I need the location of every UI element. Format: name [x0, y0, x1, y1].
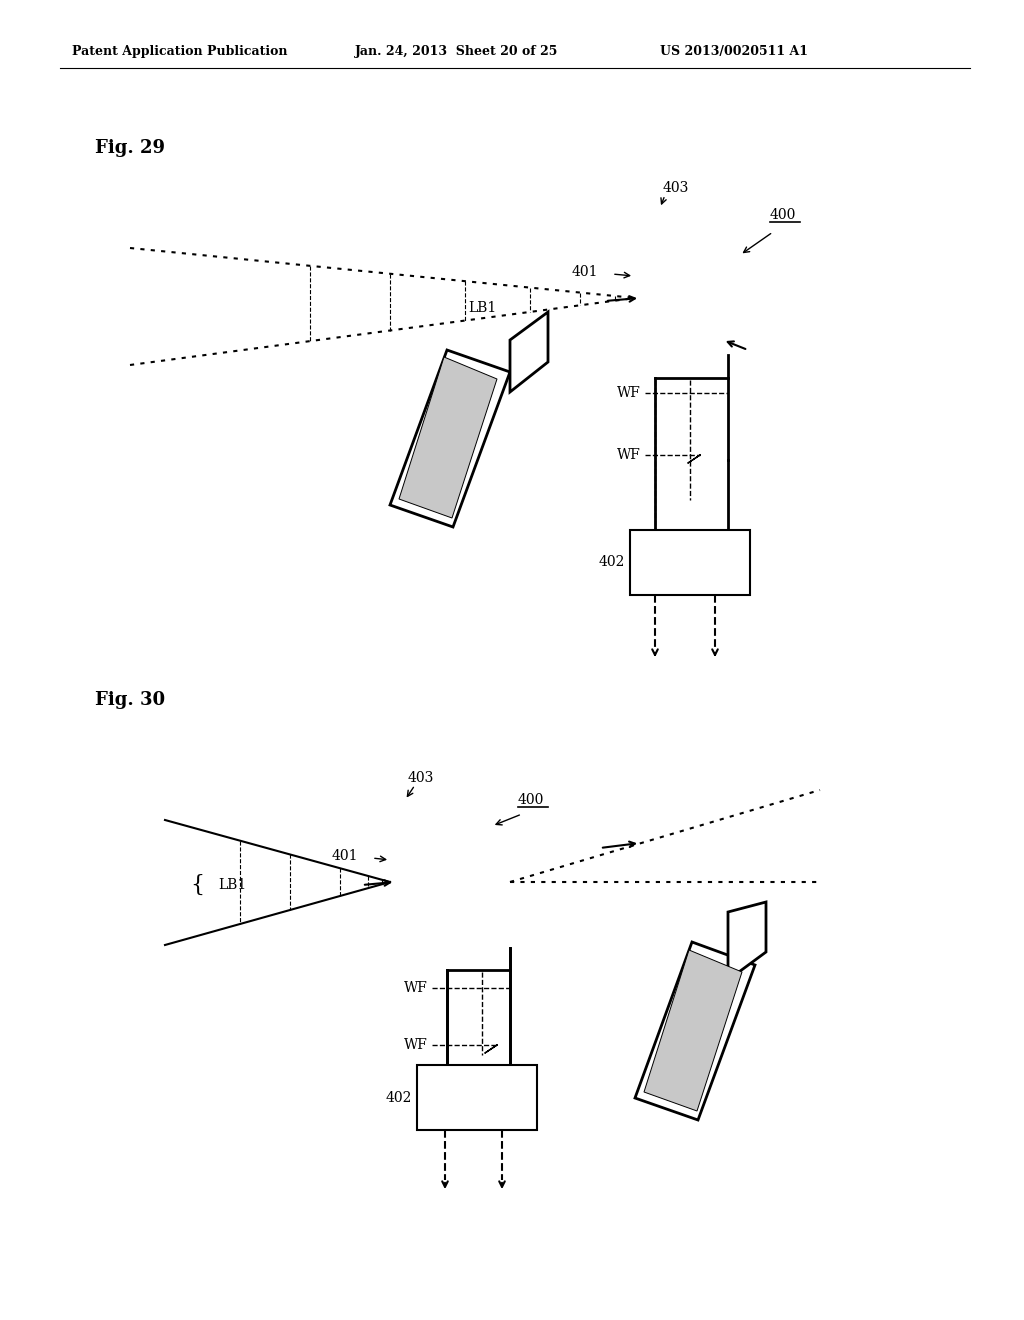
Polygon shape: [635, 942, 755, 1119]
Text: 403: 403: [663, 181, 689, 195]
Text: {: {: [189, 874, 204, 896]
Polygon shape: [399, 356, 497, 517]
Polygon shape: [390, 350, 510, 527]
Bar: [630, 531, 750, 595]
Polygon shape: [510, 312, 548, 392]
Text: 401: 401: [571, 265, 598, 279]
Text: WF: WF: [617, 385, 641, 400]
Text: 400: 400: [770, 209, 797, 222]
Text: WF: WF: [617, 447, 641, 462]
Text: Fig. 29: Fig. 29: [95, 139, 165, 157]
Text: US 2013/0020511 A1: US 2013/0020511 A1: [660, 45, 808, 58]
Text: 401: 401: [332, 849, 358, 863]
Text: 400: 400: [518, 793, 545, 807]
Text: WF: WF: [404, 981, 428, 995]
Bar: [417, 1065, 537, 1130]
Text: Jan. 24, 2013  Sheet 20 of 25: Jan. 24, 2013 Sheet 20 of 25: [355, 45, 558, 58]
Text: LB1: LB1: [468, 301, 497, 315]
Text: 403: 403: [408, 771, 434, 785]
Text: 402: 402: [599, 556, 625, 569]
Text: Patent Application Publication: Patent Application Publication: [72, 45, 288, 58]
Text: Fig. 30: Fig. 30: [95, 690, 165, 709]
Polygon shape: [728, 902, 766, 979]
Polygon shape: [644, 950, 742, 1111]
Text: LB1: LB1: [218, 878, 246, 892]
Text: WF: WF: [404, 1038, 428, 1052]
Text: 402: 402: [386, 1090, 412, 1105]
